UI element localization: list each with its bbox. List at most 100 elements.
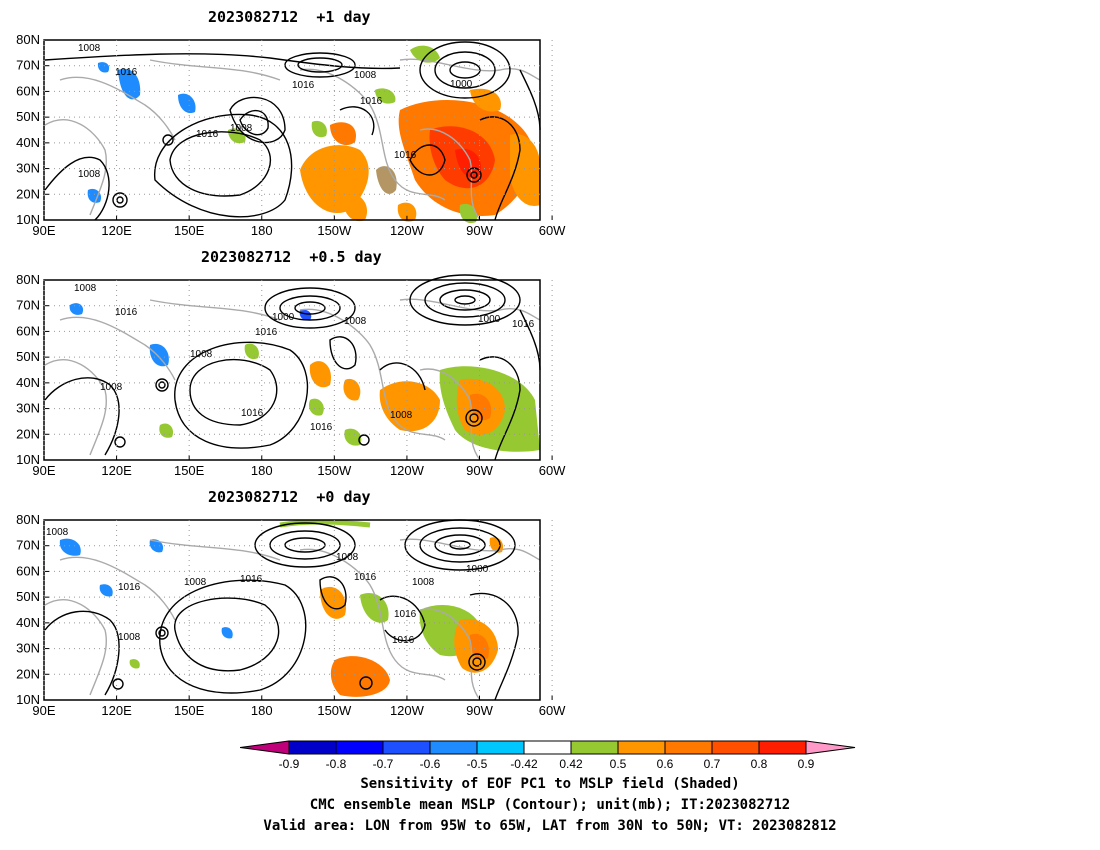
lat-tick-label: 10N [16,692,40,707]
lon-tick-label: 150E [174,223,205,238]
contour-label: 1016 [240,574,263,585]
contour-label: 1016 [310,422,333,433]
contour-label: 1000 [450,79,473,90]
contour-label: 1008 [336,552,359,563]
contour-label: 1008 [78,43,101,54]
contour-label: 1016 [196,129,219,140]
lon-tick-label: 90W [466,223,493,238]
colorbar-boxes [240,740,856,755]
lon-axis: 90E 120E 150E 180 150W 120W 90W 60W [32,280,566,478]
contour-label: 1008 [354,70,377,81]
lon-tick-label: 120E [101,463,132,478]
map-frame [43,519,541,701]
contour-label: 1016 [255,327,278,338]
contour-label: 1000 [466,564,489,575]
lat-tick-label: 10N [16,452,40,467]
lon-tick-label: 150W [317,223,352,238]
contour-label: 1000 [272,312,295,323]
lat-tick-label: 80N [16,272,40,287]
colorbar-label: -0.6 [420,757,441,770]
lon-tick-label: 120E [101,703,132,718]
lat-tick-label: 70N [16,298,40,313]
lon-tick-label: 150W [317,703,352,718]
lat-tick-label: 50N [16,349,40,364]
caption-line-2: CMC ensemble mean MSLP (Contour); unit(m… [309,797,791,813]
contour-label: 1016 [115,307,138,318]
lon-tick-label: 120W [390,223,425,238]
lon-tick-label: 180 [251,223,273,238]
lon-tick-label: 150E [174,463,205,478]
colorbar-swatch [476,740,525,755]
colorbar-label: -0.42 [510,757,538,770]
lon-tick-label: 60W [539,703,566,718]
lon-tick-label: 90W [466,463,493,478]
coastline-layer [44,538,541,701]
colorbar-label: -0.5 [467,757,488,770]
lat-tick-label: 50N [16,109,40,124]
contour-label: 1016 [394,609,417,620]
colorbar-labels: -0.9 -0.8 -0.7 -0.6 -0.5 -0.42 0.42 0.5 0.6 0.7 0.… [279,757,815,770]
lon-tick-label: 150E [174,703,205,718]
lat-tick-label: 20N [16,666,40,681]
colorbar-label: 0.42 [559,757,583,770]
contour-label: 1016 [512,319,535,330]
colorbar-swatch [664,740,713,755]
lon-tick-label: 180 [251,463,273,478]
contour-label: 1008 [390,410,413,421]
contour-label: 1008 [78,169,101,180]
colorbar-label: -0.9 [279,757,300,770]
lat-tick-label: 30N [16,161,40,176]
contour-label: 1008 [118,632,141,643]
colorbar-swatch [711,740,760,755]
lon-tick-label: 120E [101,223,132,238]
contour-label: 1008 [190,349,213,360]
colorbar-swatch [617,740,666,755]
lon-tick-label: 120W [390,463,425,478]
contour-labels: 1008 1016 1008 1016 1000 1016 1008 1016 … [78,43,473,180]
lat-tick-label: 60N [16,83,40,98]
colorbar-high-triangle [805,740,856,755]
colorbar-label: 0.8 [751,757,768,770]
panel-title-1: 2023082712 +1 day [208,8,371,26]
contour-label: 1016 [241,408,264,419]
lon-tick-label: 120W [390,703,425,718]
lat-tick-label: 80N [16,512,40,527]
colorbar-label: 0.6 [657,757,674,770]
lon-axis: 90E 120E 150E 180 150W 120W 90W 60W [32,520,566,718]
lon-tick-label: 90E [32,463,55,478]
colorbar-swatch [570,740,619,755]
panel-title-3: 2023082712 +0 day [208,488,371,506]
colorbar-label: -0.8 [326,757,347,770]
shading-layer [59,519,504,697]
lat-tick-label: 60N [16,323,40,338]
lat-tick-label: 50N [16,589,40,604]
contour-label: 1016 [354,572,377,583]
lat-tick-label: 70N [16,538,40,553]
colorbar-label: 0.9 [798,757,815,770]
contour-label: 1016 [394,150,417,161]
caption-line-3: Valid area: LON from 95W to 65W, LAT fro… [263,818,837,834]
caption-line-1: Sensitivity of EOF PC1 to MSLP field (Sh… [360,776,740,792]
colorbar-swatch [382,740,431,755]
contour-label: 1016 [360,96,383,107]
lat-tick-label: 80N [16,32,40,47]
contour-labels: 1008 1016 1008 1008 1016 1008 1016 1000 … [46,527,489,646]
colorbar: -0.9 -0.8 -0.7 -0.6 -0.5 -0.42 0.42 0.5 0.6 0.7 0.… [240,740,856,770]
lon-tick-label: 60W [539,223,566,238]
lat-tick-label: 60N [16,563,40,578]
lat-tick-label: 30N [16,401,40,416]
contour-label: 1008 [344,316,367,327]
lat-tick-label: 40N [16,615,40,630]
colorbar-label: -0.7 [373,757,394,770]
contour-label: 1008 [46,527,69,538]
contour-label: 1008 [412,577,435,588]
lon-tick-label: 90W [466,703,493,718]
lat-tick-label: 10N [16,212,40,227]
map-panel-2: 1008 1016 1000 1008 1016 1008 1008 1016 … [16,272,566,478]
lon-tick-label: 180 [251,703,273,718]
lat-tick-label: 20N [16,186,40,201]
contour-label: 1008 [230,123,253,134]
contour-layer [44,41,541,221]
colorbar-swatch [523,740,572,755]
lon-axis: 90E 120E 150E 180 150W 120W 90W 60W [32,40,566,238]
